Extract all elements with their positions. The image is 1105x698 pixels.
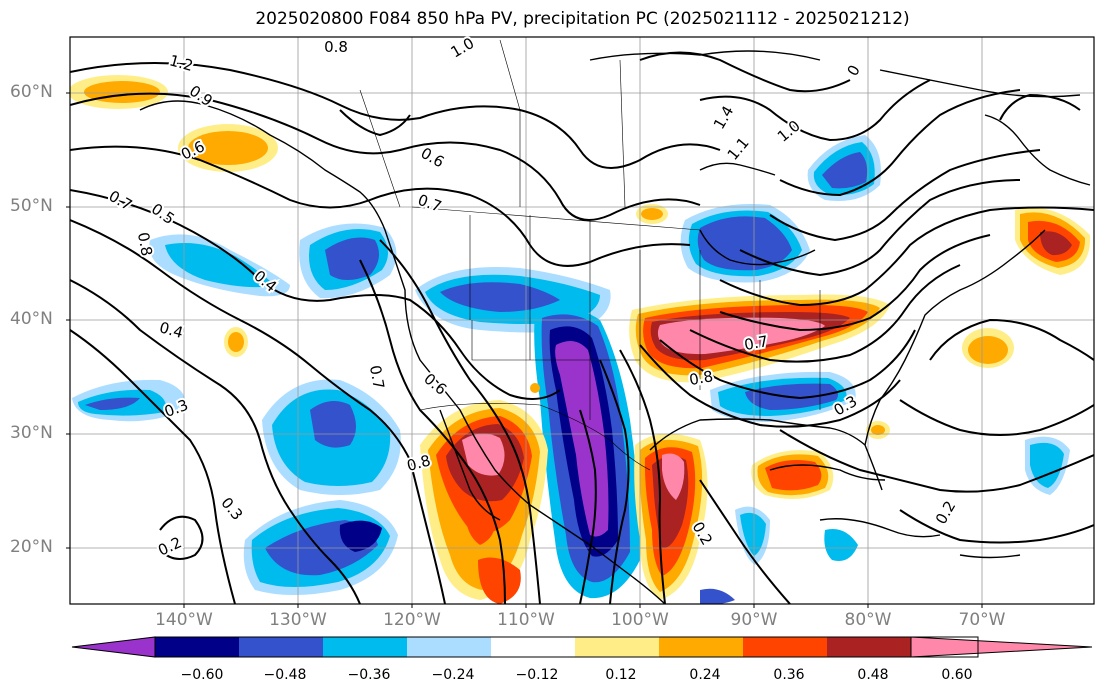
contour-label: 0.8 (688, 367, 715, 389)
shade-pos-pac-small-core (228, 332, 244, 352)
shade-neg-atl (1030, 442, 1064, 488)
precip-anomaly-shading (70, 75, 1091, 604)
shade-neg-sw-core (339, 520, 382, 552)
lat-label-20n: 20°N (10, 537, 53, 557)
colorbar-tick-1: −0.60 (180, 667, 224, 683)
colorbar-tick-4: −0.24 (431, 667, 475, 683)
lon-label-70w: 70°W (958, 610, 1006, 630)
colorbar-tick-2: −0.48 (263, 667, 307, 683)
lat-label-40n: 40°N (10, 309, 53, 329)
shade-neg-pac-west-core (85, 397, 140, 410)
shade-pos-mex-core (462, 433, 505, 476)
lon-label-90w: 90°W (730, 610, 778, 630)
contour-label: 0.8 (324, 38, 348, 56)
shade-pos-gom-core (765, 460, 822, 491)
colorbar-cell (407, 637, 491, 657)
colorbar-cell (323, 637, 407, 657)
contour-label: 0.4 (157, 318, 185, 342)
lon-label-80w: 80°W (844, 610, 892, 630)
lon-label-110w: 110°W (497, 610, 555, 630)
shade-pos-gulf-core (662, 453, 685, 500)
colorbar-tick-9: 0.48 (857, 667, 889, 683)
shade-neg-carib-1 (740, 512, 766, 556)
colorbar-cell (155, 637, 239, 657)
shade-neg-subtrop-core (310, 401, 356, 448)
shade-pos-fl-core (871, 425, 885, 435)
lon-label-120w: 120°W (383, 610, 441, 630)
coastlines (139, 50, 1091, 604)
contour-label: 0.8 (134, 231, 156, 258)
colorbar-cell (743, 637, 827, 657)
contour-label: 0.8 (405, 451, 433, 475)
colorbar-tick-8: 0.36 (773, 667, 805, 683)
lon-label-140w: 140°W (155, 610, 213, 630)
shade-neg-lakes-core (697, 216, 792, 271)
shade-pos-dot (530, 383, 540, 393)
lon-label-130w: 130°W (269, 610, 327, 630)
colorbar-tick-3: −0.36 (347, 667, 391, 683)
lon-label-100w: 100°W (611, 610, 669, 630)
colorbar-cell (239, 637, 323, 657)
contour-label: 0.7 (366, 364, 388, 391)
colorbar-tick-7: 0.24 (689, 667, 721, 683)
colorbar-frame (154, 636, 979, 658)
shade-pos-atl-1 (968, 336, 1008, 364)
shade-pos-mex-south2 (478, 557, 521, 604)
shade-neg-carib-3 (700, 588, 735, 604)
shade-pos-mex-south (466, 510, 496, 545)
map-title: 2025020800 F084 850 hPa PV, precipitatio… (255, 9, 910, 29)
colorbar-cell (827, 637, 911, 657)
political-borders (359, 39, 821, 471)
colorbar-tick-6: 0.12 (605, 667, 637, 683)
contour-label: 1.2 (167, 51, 195, 75)
shade-pos-canada (641, 208, 663, 220)
pv-contours (70, 51, 1094, 604)
colorbar-cell (491, 637, 575, 657)
colorbar (71, 636, 1093, 658)
colorbar-extend-min (71, 636, 156, 658)
axis-ticks (66, 92, 983, 608)
shade-neg-hudson-core (822, 152, 868, 189)
colorbar-tick-5: −0.12 (515, 667, 559, 683)
lat-label-60n: 60°N (10, 82, 53, 102)
lat-label-30n: 30°N (10, 423, 53, 443)
colorbar-tick-10: 0.60 (941, 667, 973, 683)
contour-label-halo: 0.8 (324, 38, 348, 56)
colorbar-cell (659, 637, 743, 657)
colorbar-extend-max (910, 636, 1093, 658)
colorbar-cell (575, 637, 659, 657)
contour-label: 0.7 (743, 332, 770, 354)
shade-pos-ne-core (1040, 231, 1072, 256)
shade-neg-pac-band (165, 243, 275, 288)
lat-label-50n: 50°N (10, 196, 53, 216)
shade-neg-carib-2 (824, 529, 858, 561)
shade-pos-gulf-ak (188, 131, 268, 165)
